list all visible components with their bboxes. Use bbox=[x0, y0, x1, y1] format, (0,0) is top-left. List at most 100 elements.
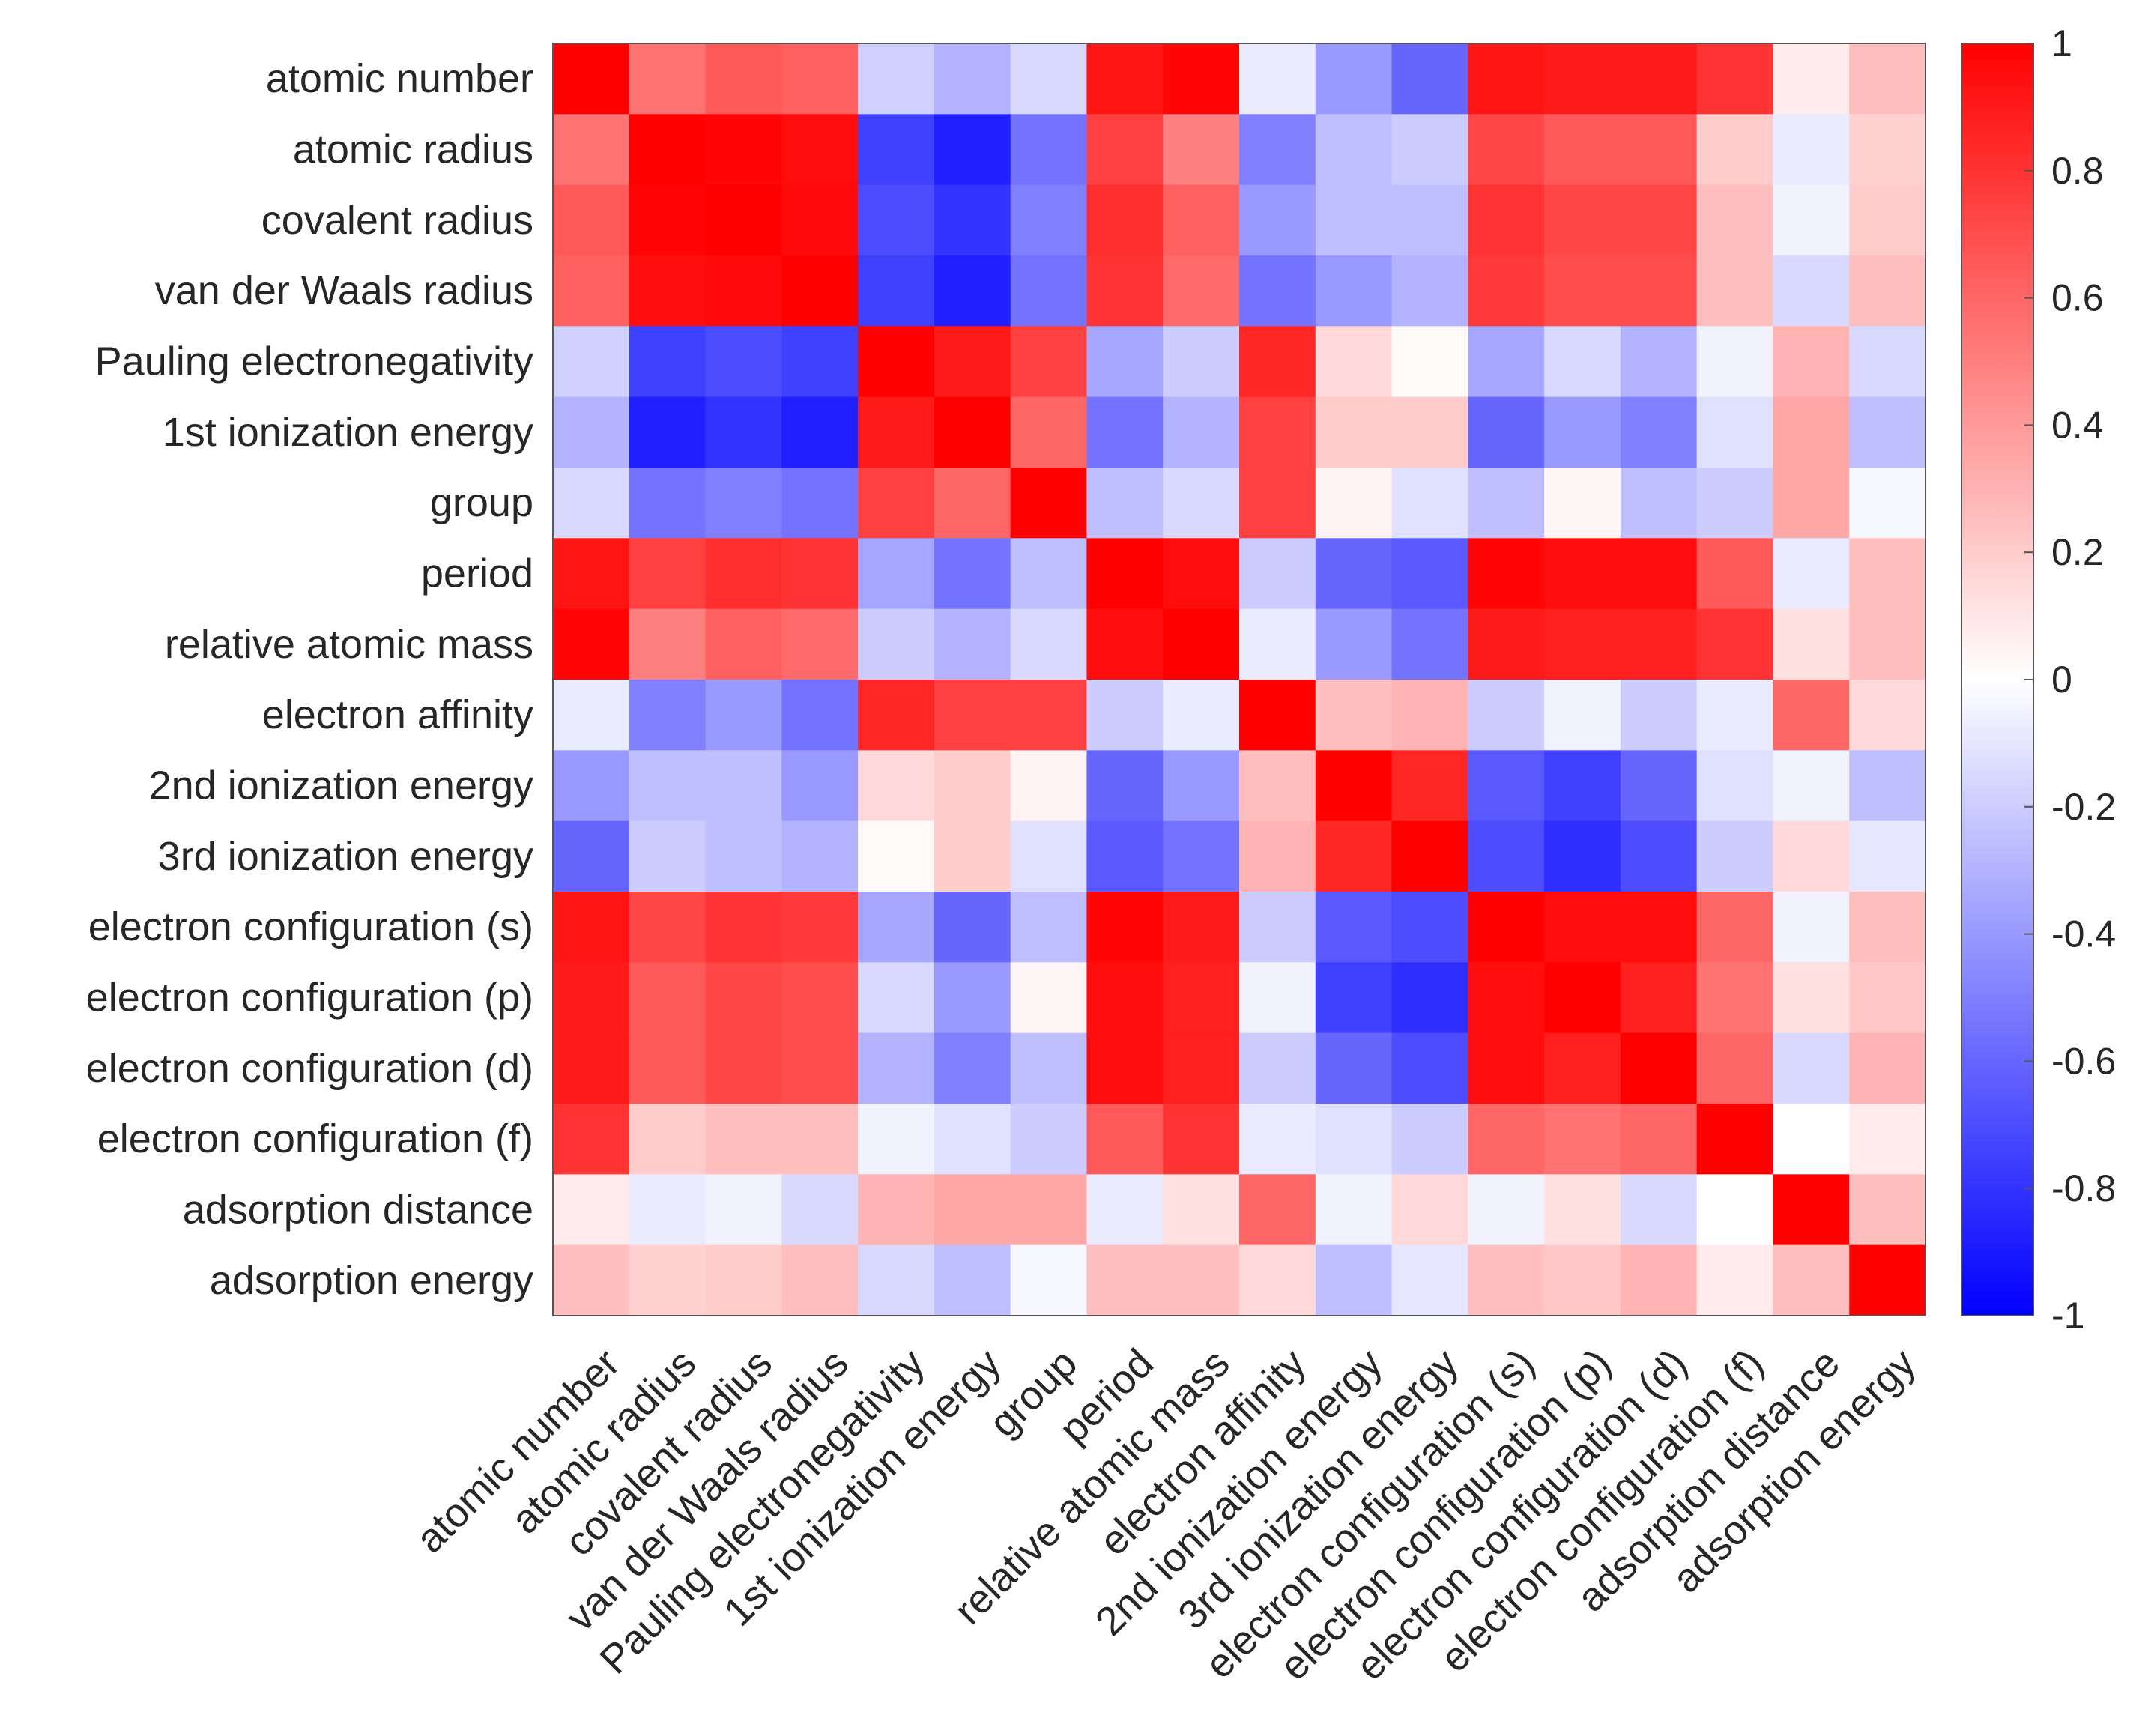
heatmap-cell bbox=[1849, 326, 1926, 398]
heatmap-cell bbox=[1010, 680, 1088, 751]
heatmap-cell bbox=[1773, 1174, 1850, 1246]
heatmap-cell bbox=[1620, 184, 1698, 256]
heatmap-cell bbox=[1620, 680, 1698, 751]
heatmap-cell bbox=[1315, 1032, 1393, 1104]
heatmap-cell bbox=[1163, 820, 1240, 892]
heatmap-cell bbox=[781, 680, 859, 751]
colorbar-tick-label: -0.8 bbox=[2051, 1167, 2116, 1209]
heatmap-cell bbox=[1773, 538, 1850, 610]
colorbar-tick-label: -0.6 bbox=[2051, 1040, 2116, 1082]
heatmap-cell bbox=[1010, 43, 1088, 115]
heatmap-cell bbox=[1696, 962, 1774, 1034]
heatmap-cell bbox=[1849, 962, 1926, 1034]
heatmap-cell bbox=[1315, 962, 1393, 1034]
heatmap-cell bbox=[1773, 255, 1850, 327]
heatmap-cell bbox=[1849, 1032, 1926, 1104]
heatmap-cell bbox=[1849, 184, 1926, 256]
row-label: electron configuration (f) bbox=[97, 1116, 533, 1161]
heatmap-cell bbox=[705, 1174, 782, 1246]
heatmap-cell bbox=[934, 680, 1011, 751]
heatmap-cell bbox=[705, 255, 782, 327]
heatmap-cell bbox=[1620, 43, 1698, 115]
heatmap-cell bbox=[781, 962, 859, 1034]
heatmap-cell bbox=[1163, 1244, 1240, 1316]
row-label: electron configuration (d) bbox=[86, 1046, 533, 1091]
heatmap-cell bbox=[553, 396, 630, 468]
heatmap-cell bbox=[1086, 892, 1164, 963]
heatmap-cell bbox=[781, 184, 859, 256]
heatmap-cell bbox=[1696, 43, 1774, 115]
heatmap-cell bbox=[553, 538, 630, 610]
heatmap-cell bbox=[934, 1174, 1011, 1246]
heatmap-cell bbox=[781, 538, 859, 610]
heatmap-cell bbox=[781, 892, 859, 963]
colorbar-tick-label: 0.6 bbox=[2051, 277, 2104, 319]
heatmap-cell bbox=[553, 255, 630, 327]
heatmap-cell bbox=[1239, 43, 1316, 115]
heatmap-cell bbox=[629, 43, 707, 115]
heatmap-cell bbox=[629, 255, 707, 327]
heatmap-cell bbox=[1391, 255, 1468, 327]
colorbar-tick-label: 1 bbox=[2051, 22, 2072, 64]
heatmap-cell bbox=[1620, 538, 1698, 610]
heatmap-cell bbox=[1086, 326, 1164, 398]
heatmap-cell bbox=[1239, 326, 1316, 398]
heatmap-cell bbox=[1773, 680, 1850, 751]
heatmap-cell bbox=[1010, 1032, 1088, 1104]
heatmap-cell bbox=[1239, 962, 1316, 1034]
heatmap-cell bbox=[1010, 892, 1088, 963]
heatmap-cell bbox=[705, 1104, 782, 1175]
heatmap-cell bbox=[1163, 1032, 1240, 1104]
heatmap-cell bbox=[705, 114, 782, 186]
heatmap-cell bbox=[629, 468, 707, 539]
heatmap-cell bbox=[1239, 396, 1316, 468]
heatmap-cell bbox=[781, 820, 859, 892]
heatmap-cell bbox=[934, 1032, 1011, 1104]
heatmap-cell bbox=[1163, 892, 1240, 963]
heatmap-cell bbox=[934, 962, 1011, 1034]
heatmap-cell bbox=[553, 1104, 630, 1175]
heatmap-cell bbox=[553, 1032, 630, 1104]
heatmap-cell bbox=[1544, 538, 1621, 610]
heatmap-cell bbox=[858, 962, 935, 1034]
heatmap-cell bbox=[553, 1244, 630, 1316]
row-label: Pauling electronegativity bbox=[95, 339, 533, 384]
heatmap-cell bbox=[1773, 750, 1850, 822]
heatmap-cell bbox=[1696, 538, 1774, 610]
heatmap-cell bbox=[1391, 114, 1468, 186]
heatmap-cell bbox=[1163, 43, 1240, 115]
heatmap-cell bbox=[1163, 184, 1240, 256]
heatmap-cell bbox=[1849, 750, 1926, 822]
heatmap-cell bbox=[1163, 608, 1240, 680]
heatmap-cell bbox=[1773, 892, 1850, 963]
heatmap-cell bbox=[1544, 962, 1621, 1034]
heatmap-cell bbox=[1773, 1032, 1850, 1104]
heatmap-cell bbox=[1010, 538, 1088, 610]
heatmap-cell bbox=[1544, 326, 1621, 398]
heatmap-cell bbox=[1849, 468, 1926, 539]
heatmap-cell bbox=[1391, 1032, 1468, 1104]
heatmap-cell bbox=[1163, 962, 1240, 1034]
heatmap-cell bbox=[1010, 1104, 1088, 1175]
heatmap-cell bbox=[781, 1244, 859, 1316]
heatmap-cell bbox=[1620, 468, 1698, 539]
heatmap-cell bbox=[1696, 820, 1774, 892]
heatmap-cell bbox=[858, 1244, 935, 1316]
heatmap-cell bbox=[1544, 1032, 1621, 1104]
heatmap-cell bbox=[1086, 255, 1164, 327]
heatmap-cell bbox=[1239, 1032, 1316, 1104]
heatmap-cell bbox=[1468, 892, 1545, 963]
heatmap-cell bbox=[1696, 396, 1774, 468]
heatmap-cell bbox=[934, 538, 1011, 610]
heatmap-cell bbox=[858, 608, 935, 680]
heatmap-cell bbox=[1010, 326, 1088, 398]
heatmap-cell bbox=[1773, 1244, 1850, 1316]
heatmap-cell bbox=[934, 326, 1011, 398]
heatmap-cell bbox=[1696, 1032, 1774, 1104]
heatmap-cell bbox=[1773, 820, 1850, 892]
heatmap-cell bbox=[629, 820, 707, 892]
heatmap-cell bbox=[1163, 538, 1240, 610]
heatmap-cell bbox=[1849, 538, 1926, 610]
heatmap-cell bbox=[629, 608, 707, 680]
heatmap-cell bbox=[781, 326, 859, 398]
